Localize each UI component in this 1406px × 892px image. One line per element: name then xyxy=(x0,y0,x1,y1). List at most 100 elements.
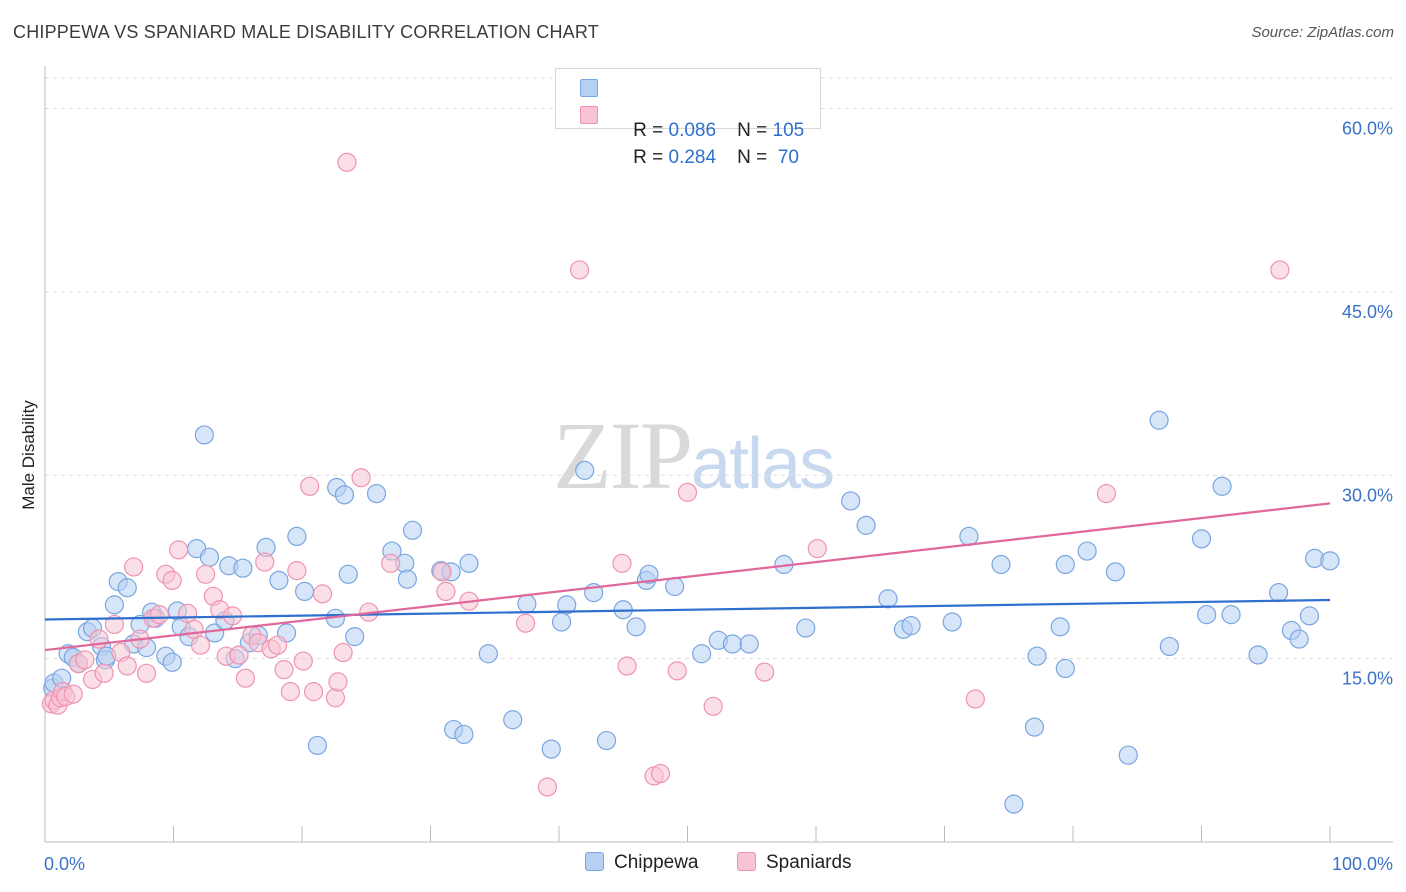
spaniards-point xyxy=(196,564,216,584)
y-tick-label: 30.0% xyxy=(1342,485,1393,505)
chippewa-point xyxy=(1027,646,1047,666)
spaniards-point xyxy=(162,570,182,591)
spaniards-point xyxy=(312,584,333,604)
chippewa-point xyxy=(205,623,225,643)
spaniards-trend-line xyxy=(44,502,1331,652)
chippewa-point xyxy=(454,724,474,745)
spaniards-point xyxy=(75,650,95,670)
spaniards-point xyxy=(333,642,353,663)
chippewa-swatch xyxy=(580,79,598,97)
y-tick-label: 60.0% xyxy=(1342,119,1393,139)
chippewa-legend-swatch xyxy=(585,852,604,871)
spaniards-point xyxy=(287,561,307,581)
chippewa-point xyxy=(1289,629,1309,649)
spaniards-point xyxy=(337,152,357,172)
r-label: R = xyxy=(633,147,669,168)
chippewa-point xyxy=(459,553,479,573)
chippewa-point xyxy=(104,595,124,615)
chippewa-point xyxy=(665,576,685,597)
chippewa-point xyxy=(878,589,898,609)
chippewa-point xyxy=(397,569,417,589)
chippewa-point xyxy=(541,739,561,759)
spaniards-point xyxy=(703,696,723,716)
chippewa-point xyxy=(1212,476,1232,496)
chippewa-point xyxy=(402,520,423,540)
chippewa-point xyxy=(1077,541,1097,561)
chippewa-point xyxy=(1149,410,1169,430)
chippewa-point xyxy=(1320,551,1340,571)
spaniards-point xyxy=(169,540,189,560)
spaniards-point xyxy=(94,663,114,683)
spaniards-legend-swatch xyxy=(737,852,756,871)
chippewa-point xyxy=(856,515,876,535)
chippewa-point xyxy=(901,616,921,636)
spaniards-point xyxy=(229,645,249,665)
spaniards-point xyxy=(124,557,144,577)
chippewa-point xyxy=(959,526,979,547)
spaniards-point xyxy=(351,468,371,488)
spaniards-point xyxy=(325,688,346,708)
legend-item-spaniards[interactable]: Spaniards xyxy=(737,852,852,874)
y-tick-label: 15.0% xyxy=(1342,669,1393,689)
chippewa-point xyxy=(1221,605,1241,625)
chippewa-point xyxy=(722,634,743,654)
spaniards-point xyxy=(617,656,637,676)
spaniards-point xyxy=(303,682,324,702)
spaniards-point xyxy=(293,651,313,671)
chippewa-point xyxy=(1197,605,1217,625)
y-tick-labels: 15.0% 30.0% 45.0% 60.0% xyxy=(1342,119,1393,689)
spaniards-point xyxy=(235,668,256,688)
chippewa-point xyxy=(596,730,617,751)
spaniards-point xyxy=(754,662,775,682)
chippewa-point xyxy=(841,491,861,511)
chippewa-point xyxy=(307,735,328,756)
chippewa-point xyxy=(1055,658,1075,679)
spaniards-point xyxy=(807,539,827,559)
chippewa-point xyxy=(194,425,214,445)
spaniards-point xyxy=(612,553,632,573)
source-label: Source: ZipAtlas.com xyxy=(1251,24,1394,41)
chippewa-point xyxy=(117,578,137,598)
x-tick-min: 0.0% xyxy=(44,854,85,874)
spaniards-point xyxy=(117,656,137,676)
chippewa-point xyxy=(739,634,759,654)
spaniards-point xyxy=(569,260,590,280)
chippewa-point xyxy=(942,612,962,632)
spaniards-point xyxy=(104,614,124,635)
spaniards-point xyxy=(136,663,157,683)
spaniards-point xyxy=(255,552,275,572)
chippewa-point xyxy=(1004,794,1024,814)
spaniards-legend-label: Spaniards xyxy=(766,852,852,873)
chippewa-point xyxy=(626,617,646,637)
spaniards-point xyxy=(436,581,456,602)
chippewa-point xyxy=(1024,717,1045,737)
chippewa-point xyxy=(1191,529,1212,549)
n-value-chippewa: 105 xyxy=(772,120,805,141)
n-label: N = xyxy=(737,147,773,168)
chippewa-point xyxy=(1055,554,1075,575)
spaniards-point xyxy=(515,613,536,633)
spaniards-point xyxy=(381,553,401,573)
r-value-chippewa: 0.086 xyxy=(668,120,717,141)
spaniards-point xyxy=(267,635,288,655)
chippewa-point xyxy=(1268,583,1289,603)
spaniards-point xyxy=(300,476,320,496)
chippewa-point xyxy=(551,612,572,632)
chippewa-point xyxy=(1159,636,1179,657)
spaniards-point xyxy=(280,682,301,702)
chippewa-point xyxy=(692,644,712,664)
chippewa-point xyxy=(1248,645,1268,665)
chippewa-point xyxy=(557,595,577,615)
x-tick-max: 100.0% xyxy=(1332,854,1393,874)
spaniards-points xyxy=(41,152,1290,797)
chippewa-point xyxy=(1050,617,1070,637)
spaniards-point xyxy=(667,661,687,681)
correlation-legend: R = 0.086 N = 105 R = 0.284 N = 70 xyxy=(555,68,821,168)
chippewa-point xyxy=(366,484,387,504)
chippewa-point xyxy=(639,564,659,584)
chart-title: CHIPPEWA VS SPANIARD MALE DISABILITY COR… xyxy=(13,22,599,42)
legend-item-chippewa[interactable]: Chippewa xyxy=(585,852,699,874)
chippewa-point xyxy=(294,581,315,602)
spaniards-point xyxy=(1270,260,1290,280)
spaniards-point xyxy=(432,562,452,582)
